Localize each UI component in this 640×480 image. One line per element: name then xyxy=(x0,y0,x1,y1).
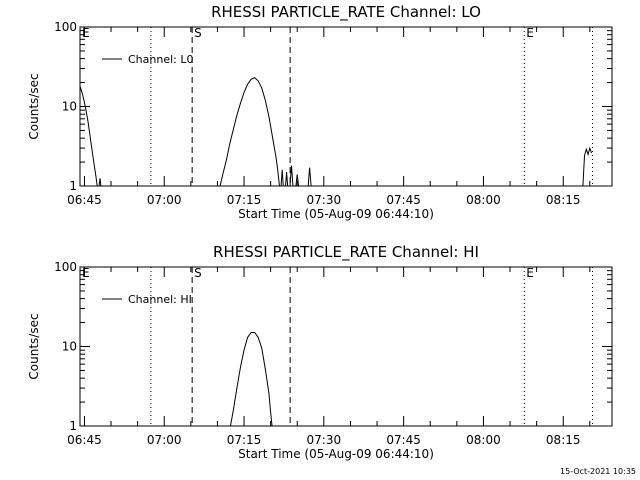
y-axis-label: Counts/sec xyxy=(27,313,41,379)
series-line xyxy=(280,169,284,186)
x-tick-label: 07:15 xyxy=(227,193,262,207)
y-tick-label: 1 xyxy=(69,179,77,193)
x-tick-label: 08:00 xyxy=(466,193,501,207)
x-tick-label: 07:30 xyxy=(307,433,342,447)
x-tick-label: 07:45 xyxy=(386,193,421,207)
chart-panel-1: RHESSI PARTICLE_RATE Channel: LO 1 10 100 06… xyxy=(27,3,613,221)
event-marker-label: S xyxy=(194,26,202,40)
event-marker-label: E xyxy=(526,26,534,40)
x-tick-label: 08:15 xyxy=(546,433,581,447)
x-axis-label: Start Time (05-Aug-09 06:44:10) xyxy=(238,207,434,221)
chart-title: RHESSI PARTICLE_RATE Channel: HI xyxy=(213,243,479,262)
y-axis-label: Counts/sec xyxy=(27,73,41,139)
y-tick-label: 10 xyxy=(62,340,77,354)
series-line xyxy=(80,86,98,186)
y-tick-label: 10 xyxy=(62,100,77,114)
series-line xyxy=(582,146,593,186)
plot-frame xyxy=(79,26,613,187)
series-line xyxy=(289,165,294,186)
y-tick-label: 100 xyxy=(54,260,77,274)
x-tick-label: 07:00 xyxy=(147,433,182,447)
series-line xyxy=(98,178,102,186)
series-line xyxy=(307,167,312,186)
plot-frame xyxy=(79,266,613,427)
timestamp: 15-Oct-2021 10:35 xyxy=(560,467,636,476)
event-marker-label: E xyxy=(526,266,534,280)
x-tick-label: 07:45 xyxy=(386,433,421,447)
event-marker-label: S xyxy=(194,266,202,280)
x-tick-label: 07:15 xyxy=(227,433,262,447)
x-axis-label: Start Time (05-Aug-09 06:44:10) xyxy=(238,447,434,461)
x-tick-label: 07:30 xyxy=(307,193,342,207)
x-tick-label: 06:45 xyxy=(67,433,102,447)
legend-entry: Channel: HI xyxy=(128,293,192,306)
x-tick-label: 08:00 xyxy=(466,433,501,447)
y-tick-label: 1 xyxy=(69,419,77,433)
series-line xyxy=(295,174,300,186)
y-tick-label: 100 xyxy=(54,20,77,34)
x-tick-label: 07:00 xyxy=(147,193,182,207)
x-tick-label: 08:15 xyxy=(546,193,581,207)
event-marker-label: E xyxy=(82,26,90,40)
x-tick-label: 06:45 xyxy=(67,193,102,207)
series-line xyxy=(285,171,289,186)
legend-entry: Channel: L0 xyxy=(128,53,194,66)
event-marker-label: E xyxy=(82,266,90,280)
series-line xyxy=(219,77,280,186)
chart-panel-2: RHESSI PARTICLE_RATE Channel: HI 1 10 100 06… xyxy=(27,243,613,461)
chart-title: RHESSI PARTICLE_RATE Channel: LO xyxy=(211,3,481,22)
series-line xyxy=(229,332,273,426)
